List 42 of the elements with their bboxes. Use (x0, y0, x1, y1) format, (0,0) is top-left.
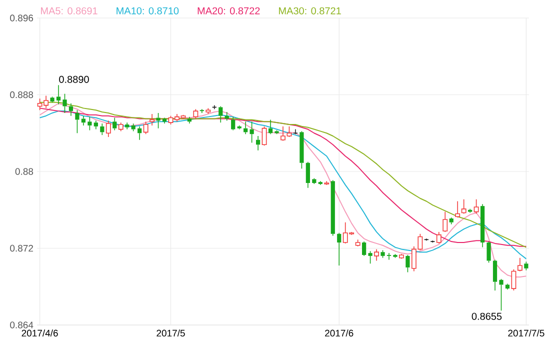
candlestick (68, 102, 74, 116)
candlestick (231, 116, 236, 131)
candlestick (256, 136, 260, 151)
text: MA10: 0.8710 (116, 7, 179, 14)
annotation: 0.8890 (59, 76, 89, 83)
candlestick (517, 257, 522, 272)
candlestick (118, 122, 124, 132)
text: MA30: 0.8721 (279, 7, 341, 14)
candlestick (505, 283, 510, 290)
candlestick (330, 180, 335, 236)
candlestick (362, 241, 366, 256)
candlestick (318, 180, 322, 186)
x-tick-label: 2017/4/6 (22, 330, 58, 337)
candlestick (449, 217, 454, 225)
candlestick (81, 115, 86, 126)
y-tick-label: 0.888 (10, 91, 34, 98)
candlestick (150, 114, 155, 126)
candlestick (306, 162, 310, 188)
x-tick-label: 2017/6 (325, 330, 354, 337)
text: MA5: 0.8691 (41, 7, 98, 14)
candlestick (187, 116, 192, 124)
candlestick (200, 108, 204, 114)
candlestick (337, 232, 342, 266)
text: MA20: 0.8722 (198, 7, 260, 14)
y-tick-label: 0.872 (10, 244, 33, 252)
candlestick (268, 119, 273, 134)
candlestick (94, 120, 98, 130)
candlestick (374, 248, 379, 262)
candlestick (56, 84, 61, 105)
y-tick-label: 0.864 (10, 322, 34, 328)
candlestick (480, 204, 485, 248)
x-tick-label: 2017/5 (156, 330, 185, 337)
annotation: 0.8655 (472, 312, 502, 320)
y-tick-label: 0.88 (15, 168, 34, 175)
candlestick (112, 117, 117, 131)
candlestick (386, 252, 392, 260)
candlestick (125, 122, 130, 130)
candlestick (468, 208, 472, 214)
y-tick-label: 0.896 (10, 14, 34, 22)
candlestick (138, 126, 142, 140)
candlestick (106, 120, 111, 138)
x-tick-label: 2017/7/5 (508, 330, 544, 337)
